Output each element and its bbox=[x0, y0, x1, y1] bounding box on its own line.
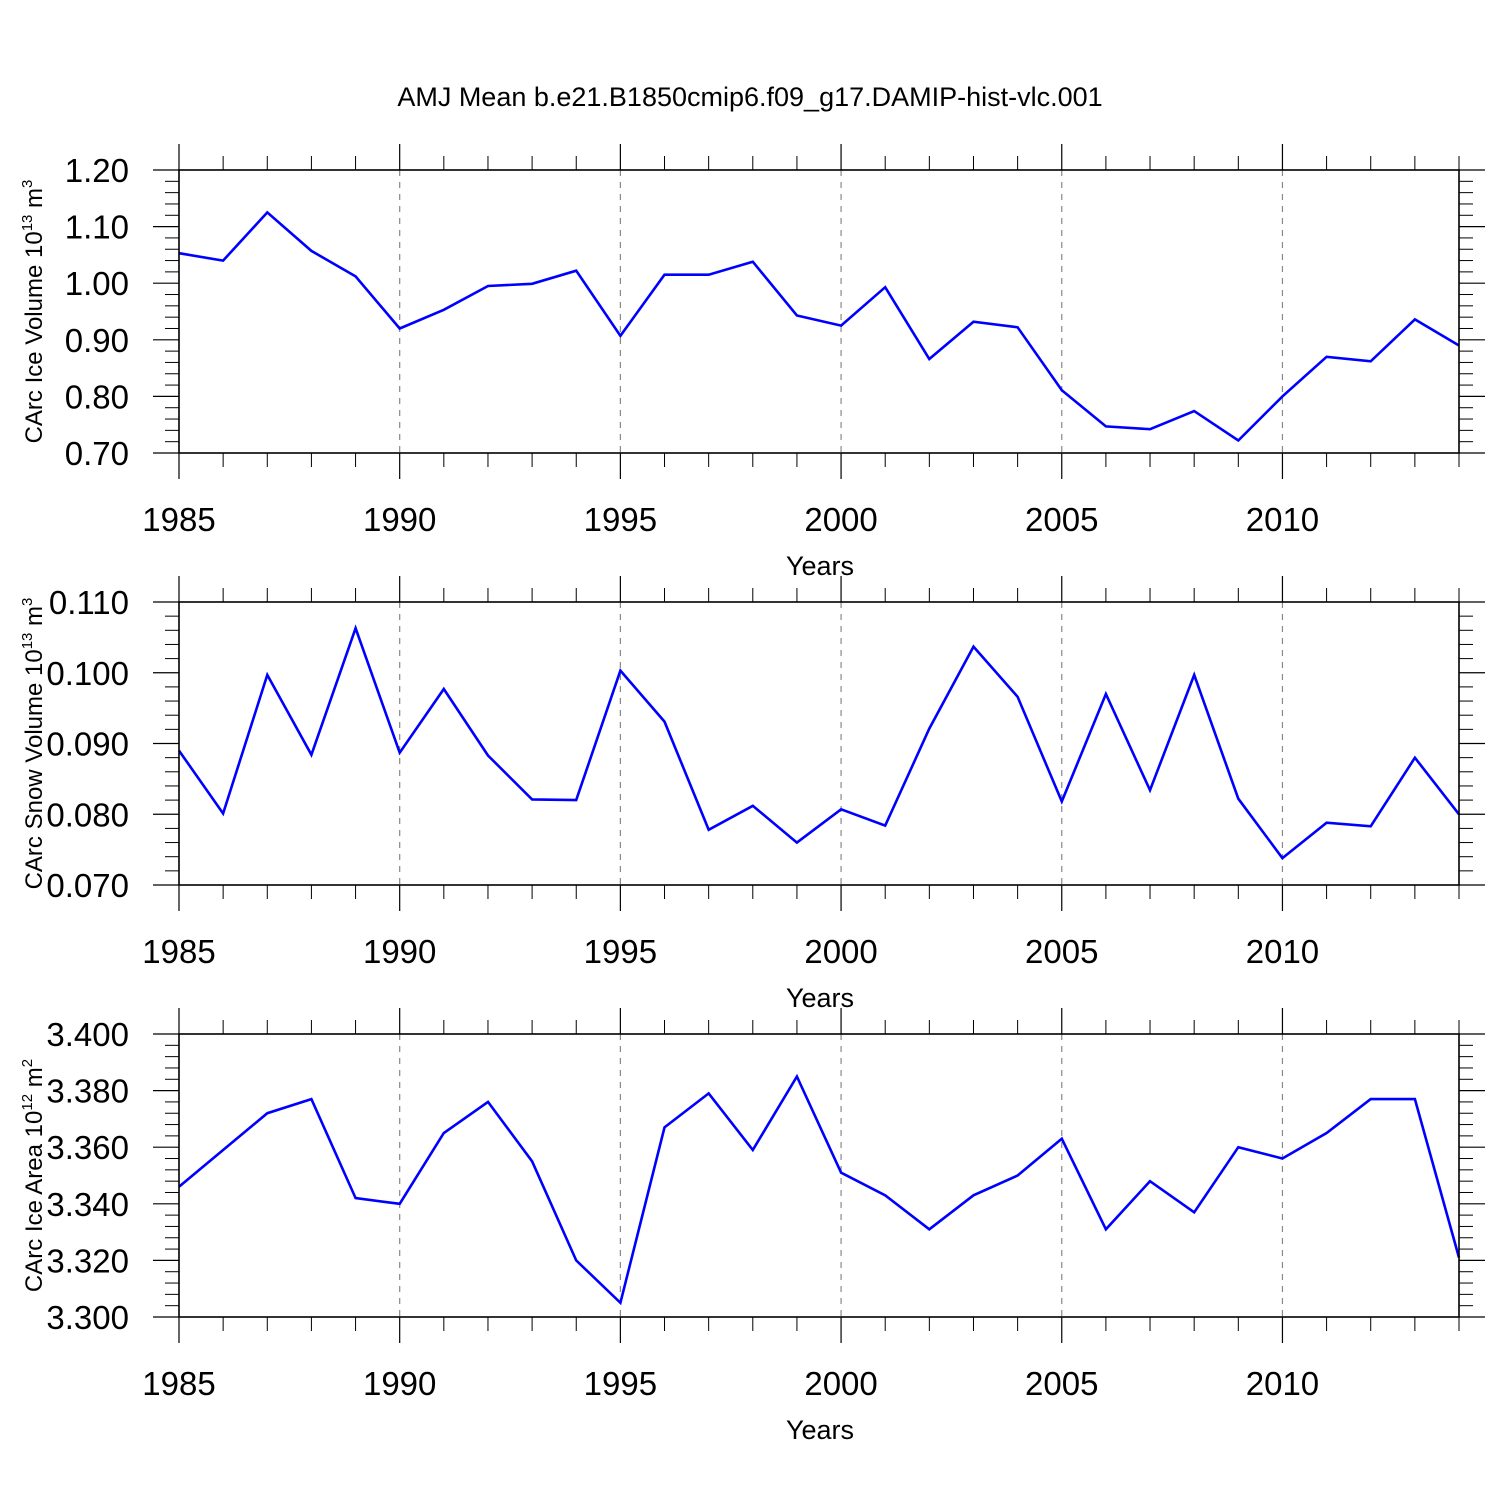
y-axis-label: CArc Ice Volume 1013 m3 bbox=[19, 180, 48, 444]
y-tick-labels: 0.70 0.80 0.90 1.00 1.10 1.20 bbox=[65, 152, 129, 472]
y-tick-label: 0.100 bbox=[46, 655, 129, 692]
x-gridlines bbox=[399, 170, 1284, 453]
x-tick-label: 2005 bbox=[1025, 933, 1098, 970]
y-tick-label: 0.080 bbox=[46, 796, 129, 833]
x-gridlines bbox=[399, 1034, 1284, 1317]
plot-frame bbox=[178, 601, 1460, 886]
plot-frame bbox=[178, 169, 1460, 454]
x-tick-label: 1995 bbox=[584, 501, 657, 538]
x-tick-label: 1995 bbox=[584, 1365, 657, 1402]
y-axis-label-unit-exponent: 3 bbox=[19, 180, 36, 188]
x-tick-label: 1990 bbox=[363, 1365, 436, 1402]
y-tick-label: 3.300 bbox=[46, 1299, 129, 1336]
y-tick-label: 3.400 bbox=[46, 1016, 129, 1053]
axis-ticks bbox=[153, 576, 1485, 911]
x-tick-label: 2000 bbox=[804, 501, 877, 538]
chart-title: AMJ Mean b.e21.B1850cmip6.f09_g17.DAMIP-… bbox=[397, 82, 1102, 112]
y-axis-label-exponent: 13 bbox=[19, 633, 36, 650]
y-tick-label: 1.00 bbox=[65, 265, 129, 302]
y-axis-label: CArc Snow Volume 1013 m3 bbox=[19, 598, 48, 890]
y-tick-label: 1.20 bbox=[65, 152, 129, 189]
y-axis-label-exponent: 12 bbox=[19, 1094, 36, 1111]
x-tick-label: 1985 bbox=[142, 501, 215, 538]
y-axis-label: CArc Ice Area 1012 m2 bbox=[19, 1059, 48, 1292]
y-tick-label: 1.10 bbox=[65, 209, 129, 246]
x-axis-label: Years bbox=[786, 1415, 854, 1445]
plot-frame bbox=[178, 1033, 1460, 1318]
x-tick-label: 2000 bbox=[804, 1365, 877, 1402]
axis-ticks bbox=[153, 1008, 1485, 1343]
x-tick-labels: 1985 1990 1995 2000 2005 2010 bbox=[142, 933, 1319, 970]
x-tick-label: 2000 bbox=[804, 933, 877, 970]
y-tick-label: 0.090 bbox=[46, 726, 129, 763]
y-axis-label-unit: m bbox=[21, 188, 48, 215]
y-axis-label-unit-exponent: 2 bbox=[19, 1059, 36, 1067]
y-axis-label-unit-exponent: 3 bbox=[19, 598, 36, 606]
y-tick-labels: 3.300 3.320 3.340 3.360 3.380 3.400 bbox=[46, 1016, 129, 1336]
y-tick-labels: 0.070 0.080 0.090 0.100 0.110 bbox=[46, 584, 129, 904]
y-tick-label: 0.110 bbox=[49, 584, 129, 621]
axis-ticks bbox=[153, 144, 1485, 479]
y-axis-label-main: CArc Ice Volume 10 bbox=[21, 231, 48, 443]
x-axis-label: Years bbox=[786, 983, 854, 1013]
y-tick-label: 3.320 bbox=[46, 1242, 129, 1279]
x-tick-label: 2005 bbox=[1025, 501, 1098, 538]
y-tick-label: 0.80 bbox=[65, 378, 129, 415]
y-tick-label: 3.340 bbox=[46, 1186, 129, 1223]
y-axis-label-main: CArc Snow Volume 10 bbox=[21, 649, 48, 889]
y-axis-label-exponent: 13 bbox=[19, 215, 36, 232]
x-tick-label: 2005 bbox=[1025, 1365, 1098, 1402]
x-tick-labels: 1985 1990 1995 2000 2005 2010 bbox=[142, 1365, 1319, 1402]
x-gridlines bbox=[399, 602, 1284, 885]
x-tick-label: 1985 bbox=[142, 1365, 215, 1402]
x-tick-label: 1985 bbox=[142, 933, 215, 970]
x-tick-label: 1990 bbox=[363, 501, 436, 538]
y-tick-label: 0.90 bbox=[65, 322, 129, 359]
y-tick-label: 0.70 bbox=[65, 435, 129, 472]
x-tick-label: 2010 bbox=[1246, 501, 1319, 538]
y-axis-label-unit: m bbox=[21, 606, 48, 633]
ice-volume-line bbox=[178, 210, 1460, 443]
snow-volume-line bbox=[177, 624, 1461, 860]
x-tick-label: 2010 bbox=[1246, 1365, 1319, 1402]
y-tick-label: 0.070 bbox=[46, 867, 129, 904]
x-tick-labels: 1985 1990 1995 2000 2005 2010 bbox=[142, 501, 1319, 538]
panel-snow-volume: 0.070 0.080 0.090 0.100 0.110 1985 1990 1995 20… bbox=[19, 576, 1485, 1013]
y-axis-label-main: CArc Ice Area 10 bbox=[21, 1111, 48, 1292]
panel-ice-volume: 0.70 0.80 0.90 1.00 1.10 1.20 1985 1990 1995 200… bbox=[19, 144, 1485, 581]
y-axis-label-unit: m bbox=[21, 1067, 48, 1094]
y-tick-label: 3.380 bbox=[46, 1073, 129, 1110]
x-tick-label: 1995 bbox=[584, 933, 657, 970]
x-axis-label: Years bbox=[786, 551, 854, 581]
x-tick-label: 1990 bbox=[363, 933, 436, 970]
y-tick-label: 3.360 bbox=[46, 1129, 129, 1166]
x-tick-label: 2010 bbox=[1246, 933, 1319, 970]
ice-area-line bbox=[178, 1073, 1461, 1306]
